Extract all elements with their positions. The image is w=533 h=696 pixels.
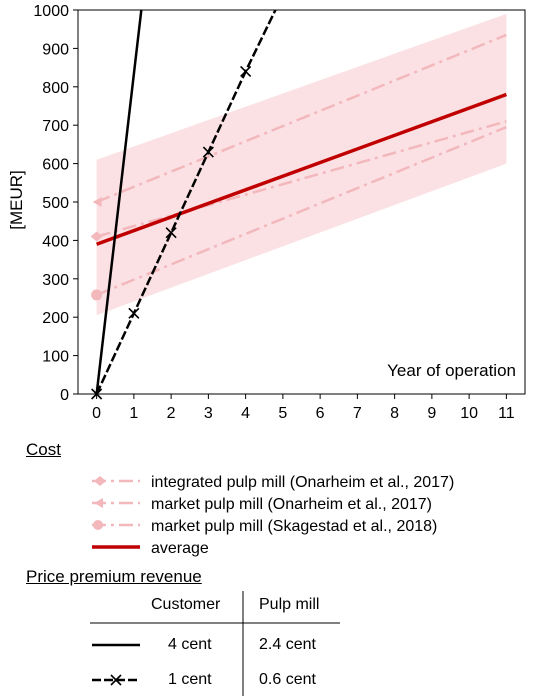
series-line-average <box>96 92 507 246</box>
series-line-1-cent-0-6-cent <box>95 10 277 394</box>
x-tick-label: 5 <box>278 405 287 422</box>
y-tick-label: 400 <box>42 233 69 250</box>
legend-swatches <box>90 476 340 696</box>
x-axis-label: Year of operation <box>387 361 516 380</box>
table-header-customer: Customer <box>151 596 221 613</box>
y-tick-label: 800 <box>42 80 69 97</box>
legend-arrow-marker <box>94 498 103 508</box>
y-tick-label: 300 <box>42 272 69 289</box>
series-line-integrated-pulp-mill-onarheim-et-al-2017 <box>96 120 507 238</box>
legend-label-market-onarheim: market pulp mill (Onarheim et al., 2017) <box>151 496 432 513</box>
x-marker <box>240 65 252 78</box>
series-line-4-cent-2-4-cent <box>95 10 143 394</box>
series-group <box>95 10 507 394</box>
table-cell-pulp-2-4cent: 2.4 cent <box>259 636 316 653</box>
table-cell-pulp-0-6cent: 0.6 cent <box>259 671 316 688</box>
cost-legend-header: Cost <box>26 440 61 459</box>
x-tick-label: 0 <box>92 405 101 422</box>
axes: 0 100 200 300 400 500 600 700 800 900 1000 0 1 2 3 4 5 6 7… <box>33 3 526 422</box>
x-marker <box>202 146 214 158</box>
x-tick-label: 3 <box>204 405 213 422</box>
y-tick-label: 500 <box>42 195 69 212</box>
x-tick-label: 8 <box>390 405 399 422</box>
table-cell-customer-1cent: 1 cent <box>168 671 212 688</box>
arrow-marker <box>92 197 102 207</box>
revenue-legend-header: Price premium revenue <box>26 567 202 586</box>
circle-marker <box>91 289 103 301</box>
y-tick-label: 200 <box>42 310 69 327</box>
y-tick-label: 0 <box>60 387 69 404</box>
y-tick-label: 900 <box>42 41 69 58</box>
x-tick-label: 4 <box>241 405 250 422</box>
x-marker <box>165 227 177 239</box>
legend-label-integrated-onarheim: integrated pulp mill (Onarheim et al., 2… <box>151 474 455 491</box>
legend-label-market-skagestad: market pulp mill (Skagestad et al., 2018… <box>151 518 438 535</box>
series-line-market-pulp-mill-onarheim-et-al-2017 <box>96 33 507 204</box>
x-tick-label: 11 <box>498 405 515 422</box>
cost-range-band <box>96 13 507 316</box>
x-marker <box>128 307 140 319</box>
y-tick-label: 700 <box>42 118 69 135</box>
y-tick-label: 1000 <box>33 3 69 20</box>
x-tick-label: 9 <box>427 405 436 422</box>
table-cell-customer-4cent: 4 cent <box>168 636 212 653</box>
x-tick-label: 2 <box>167 405 176 422</box>
legend-diamond-marker <box>94 476 106 486</box>
x-tick-label: 7 <box>353 405 362 422</box>
y-tick-label: 100 <box>42 349 69 366</box>
diamond-marker <box>90 231 103 242</box>
x-tick-label: 6 <box>316 405 325 422</box>
legend-label-average: average <box>151 540 209 557</box>
cost-band-area <box>96 13 507 316</box>
y-tick-label: 600 <box>42 157 69 174</box>
marker-group <box>90 65 252 400</box>
y-axis-label: [MEUR] <box>7 170 26 230</box>
x-tick-label: 1 <box>129 405 138 422</box>
table-swatch-x-marker <box>110 674 122 686</box>
table-header-pulp-mill: Pulp mill <box>259 596 320 613</box>
series-line-market-pulp-mill-skagestad-et-al-2018 <box>96 125 507 297</box>
x-tick-label: 10 <box>460 405 478 422</box>
legend-circle-marker <box>93 520 103 530</box>
